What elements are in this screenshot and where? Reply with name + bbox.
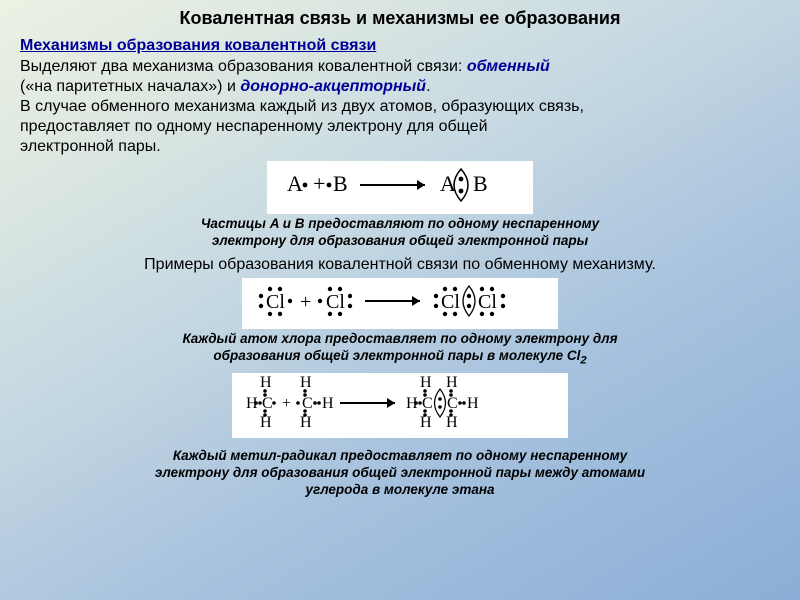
diagram-cl-ClP1: Cl bbox=[441, 291, 460, 313]
section-subtitle: Механизмы образования ковалентной связи bbox=[20, 37, 780, 55]
intro-text-3: В случае обменного механизма каждый из д… bbox=[20, 98, 584, 115]
d3-pH6: H bbox=[446, 414, 458, 431]
intro-term-2: донорно-акцепторный bbox=[240, 78, 426, 95]
caption-ab: Частицы A и B предоставляют по одному не… bbox=[20, 216, 780, 250]
d3-pC1: C bbox=[422, 395, 433, 412]
caption-ch-line3: углерода в молекуле этана bbox=[305, 482, 494, 497]
caption-ab-line2: электрону для образования общей электрон… bbox=[212, 233, 588, 248]
d3-pH3: H bbox=[420, 414, 432, 431]
diagram-cl-ClP2: Cl bbox=[478, 291, 497, 313]
caption-ethane: Каждый метил-радикал предоставляет по од… bbox=[20, 448, 780, 499]
diagram-ethane: H H C H + C H H H bbox=[232, 373, 568, 438]
diagram-ab: A + B A B bbox=[267, 161, 533, 214]
d3-pH5: H bbox=[467, 395, 479, 412]
d3-H6: H bbox=[300, 414, 312, 431]
caption-ab-line1: Частицы A и B предоставляют по одному не… bbox=[201, 216, 599, 231]
examples-heading: Примеры образования ковалентной связи по… bbox=[20, 256, 780, 274]
intro-term-1: обменный bbox=[467, 58, 550, 75]
caption-ch-line2: электрону для образования общей электрон… bbox=[155, 465, 645, 480]
intro-paragraph: Выделяют два механизма образования ковал… bbox=[20, 57, 780, 157]
intro-dot: . bbox=[426, 78, 430, 95]
caption-cl: Каждый атом хлора предоставляет по одном… bbox=[20, 331, 780, 368]
d3-C1: C bbox=[262, 395, 273, 412]
d3-pH4: H bbox=[446, 375, 458, 391]
intro-text-2: («на паритетных началах») и bbox=[20, 78, 240, 95]
page-title: Ковалентная связь и механизмы ее образов… bbox=[20, 8, 780, 29]
diagram-ab-B-right: B bbox=[473, 171, 488, 196]
d3-pC2: C bbox=[447, 395, 458, 412]
d3-pH1: H bbox=[420, 375, 432, 391]
caption-cl-line1: Каждый атом хлора предоставляет по одном… bbox=[182, 331, 617, 346]
diagram-ab-plus: + bbox=[313, 171, 325, 196]
diagram-cl-plus: + bbox=[300, 291, 311, 313]
d3-H3: H bbox=[260, 414, 272, 431]
d3-H4: H bbox=[300, 375, 312, 391]
d3-H: H bbox=[260, 375, 272, 391]
intro-text-1: Выделяют два механизма образования ковал… bbox=[20, 58, 467, 75]
diagram-cl-Cl1: Cl bbox=[266, 291, 285, 313]
caption-ch-line1: Каждый метил-радикал предоставляет по од… bbox=[173, 448, 627, 463]
diagram-ab-B-left: B bbox=[333, 171, 348, 196]
d3-H5: H bbox=[322, 395, 334, 412]
caption-cl-formula-el: Cl bbox=[567, 348, 581, 363]
intro-text-5: электронной пары. bbox=[20, 138, 161, 155]
caption-cl-line2a: образования общей электронной пары в мол… bbox=[213, 348, 567, 363]
d3-C2: C bbox=[302, 395, 313, 412]
caption-cl-formula-sub: 2 bbox=[580, 354, 586, 366]
intro-text-4: предоставляет по одному неспаренному эле… bbox=[20, 118, 488, 135]
diagram-cl-Cl2: Cl bbox=[326, 291, 345, 313]
d3-plus: + bbox=[282, 395, 291, 412]
diagram-cl2: Cl + Cl Cl bbox=[242, 278, 558, 329]
diagram-ab-A-left: A bbox=[287, 171, 303, 196]
